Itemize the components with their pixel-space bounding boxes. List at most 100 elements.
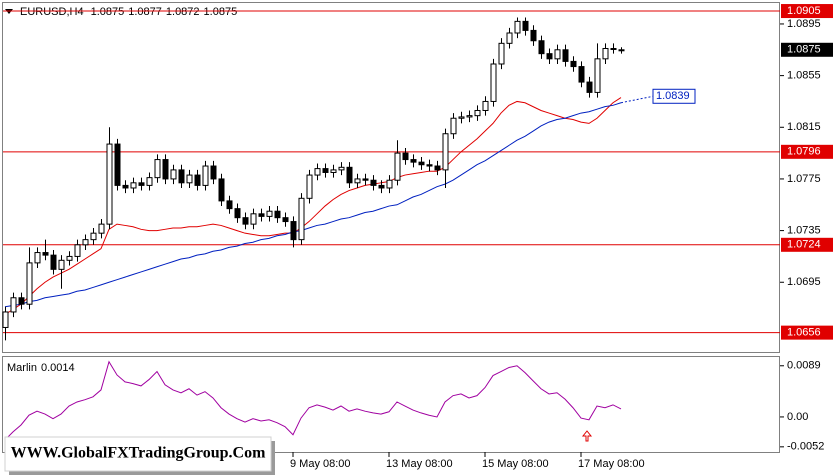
candle-body [442,133,449,171]
candle-body [42,252,49,256]
candle-body [538,40,545,55]
low-value: 1.0872 [166,6,200,18]
candle-body [362,178,369,181]
candle-body [514,20,521,34]
projection-label: 1.0839 [656,90,690,102]
candle-body [394,152,401,181]
candle-body [274,210,281,219]
indicator-value: 0.0014 [41,362,75,374]
candle-body [562,49,569,62]
candle-body [306,174,313,199]
candle-body [58,259,65,270]
candle-body [338,166,345,171]
candle-body [570,60,577,68]
candle-body [610,47,617,50]
candle-body [410,159,417,163]
chart-header: EURUSD,H4 1.0875 1.0877 1.0872 1.0875 [20,6,237,18]
indicator-frame [2,356,780,453]
plot-layer: 1.0895 1.0855 1.0815 1.0775 1.0735 1.0695 1.09… [2,4,833,470]
moving-average [4,102,622,308]
candle-body [466,115,473,118]
signal-arrow [581,430,593,442]
level-box [781,144,833,159]
candle-body [146,177,153,186]
current-price-box [781,42,833,57]
candle-body [322,168,329,173]
candle-body [162,159,169,180]
candle-body [482,100,489,111]
level-box [781,237,833,252]
candle-body [530,29,537,42]
candle-body [34,252,41,264]
x-tick-label: 17 May 08:00 [578,458,645,470]
candle-body [178,169,185,184]
candle-body [554,49,561,60]
candle-body [578,66,585,83]
candle-body [266,210,273,217]
projection-box [652,88,696,104]
level-label: 1.0724 [787,239,821,251]
candle-body [154,159,161,179]
watermark-box [4,436,272,472]
candle-body [290,221,297,241]
candle-body [106,143,113,225]
candle-body [50,254,57,270]
level-label: 1.0905 [787,5,821,17]
candle-body [314,168,321,176]
symbol-title: EURUSD,H4 [20,6,84,18]
candle-body [370,179,377,186]
candle-body [258,213,265,217]
open-value: 1.0875 [91,6,125,18]
y-tick-label: 0.00 [787,411,808,423]
candle-body [298,197,305,241]
candle-body [402,152,409,161]
candle-body [26,262,33,305]
candle-body [18,297,25,305]
candle-body [210,165,217,180]
candle-body [282,217,289,223]
candle-body [226,200,233,210]
level-label: 1.0656 [787,327,821,339]
y-tick-label: 1.0775 [787,173,821,185]
candle-body [586,81,593,93]
level-box [781,325,833,340]
candle-body [490,63,497,102]
x-tick-label: 9 May 08:00 [290,458,351,470]
candle-body [98,223,105,234]
y-tick-label: -0.0052 [787,441,824,453]
y-tick-label: 1.0735 [787,225,821,237]
y-tick-label: 1.0855 [787,70,821,82]
y-tick-label: 0.0089 [787,360,821,372]
candle-body [378,184,385,189]
moving-average [4,97,622,315]
candle-body [90,232,97,241]
x-tick-label: 15 May 08:00 [482,458,549,470]
candle-body [74,244,81,257]
indicator-line [4,360,622,441]
candle-body [458,116,465,119]
candle-body [346,166,353,184]
current-price-label: 1.0875 [787,44,821,56]
candle-body [354,178,361,184]
candle-body [138,182,145,186]
candle-body [114,143,121,186]
y-tick-label: 1.0695 [787,276,821,288]
candle-body [218,178,225,202]
watermark: WWW.GlobalFXTradingGroup.Com [11,445,267,462]
candle-body [434,165,441,171]
candle-body [250,213,257,225]
candle-body [602,47,609,60]
candle-body [498,42,505,65]
candle-body [618,49,625,52]
indicator-header: Marlin 0.0014 [7,362,75,374]
candle-body [194,174,201,186]
candle-body [122,184,129,189]
x-tick-label: 13 May 08:00 [386,458,453,470]
candle-body [418,161,425,166]
candle-body [10,297,17,313]
close-value: 1.0875 [204,6,238,18]
candle-body [66,255,73,261]
